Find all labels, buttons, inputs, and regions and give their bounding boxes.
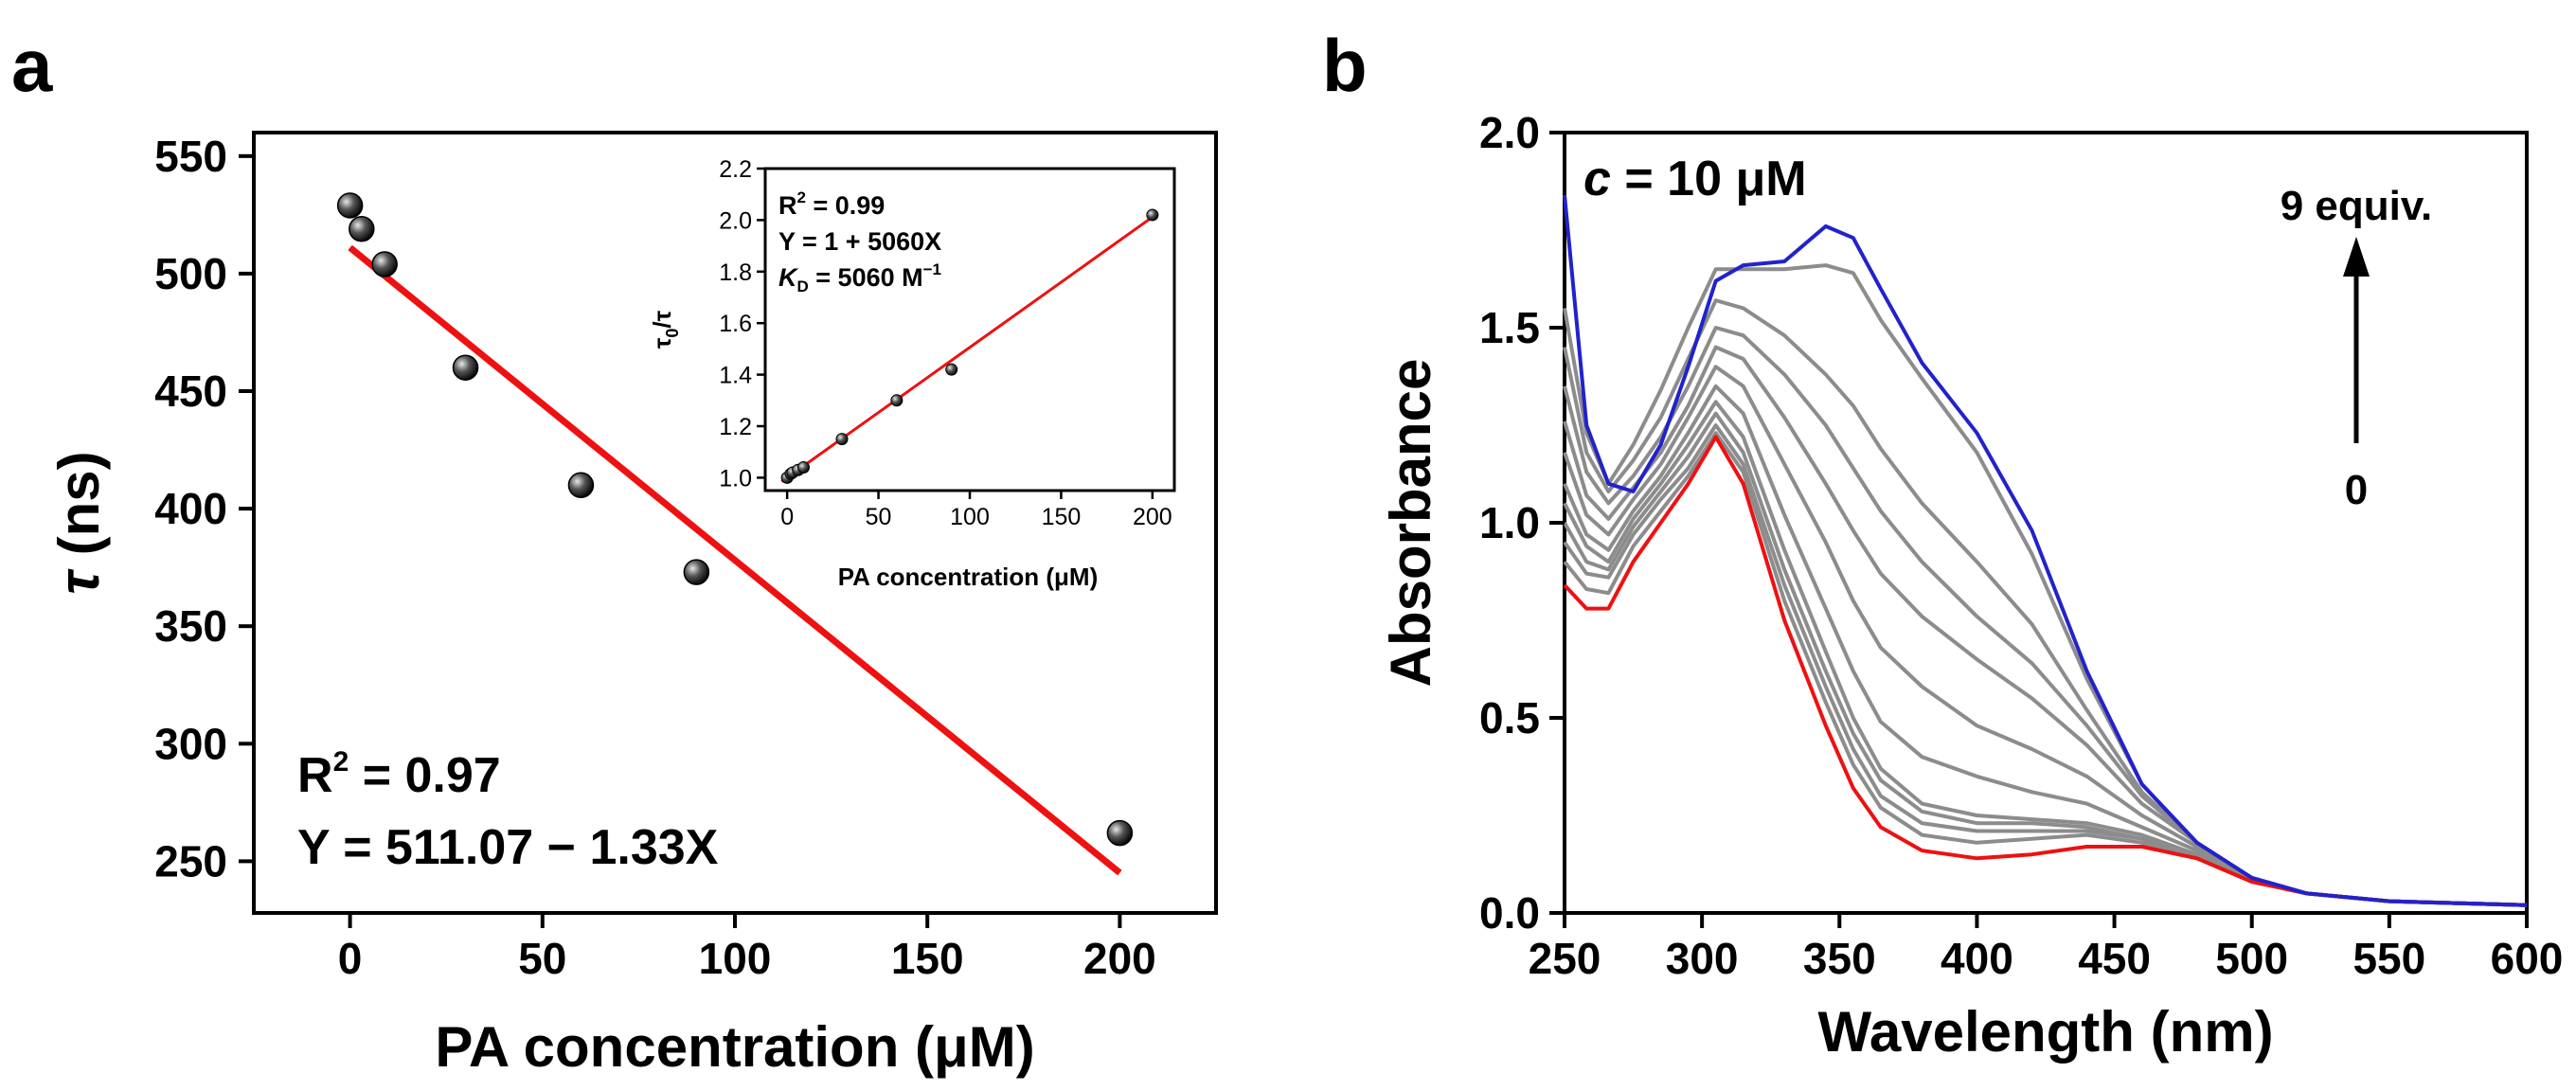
panel-a-x-axis-title: PA concentration (μM)	[435, 1015, 1034, 1079]
inset-data-point	[945, 363, 958, 376]
panel-a-data-point	[371, 251, 398, 277]
titration-arrow-head	[2343, 237, 2370, 277]
panel-a-data-point	[349, 216, 375, 242]
panel-b-x-tick-label: 300	[1666, 934, 1739, 983]
inset-y-tick-label: 2.0	[719, 207, 752, 234]
panel-a-data-point	[567, 472, 595, 499]
panel-a-x-tick-label: 50	[518, 934, 566, 983]
inset-x-tick-label: 100	[950, 504, 990, 530]
inset-kd-annotation: KD = 5060 M−1	[778, 260, 941, 295]
inset-y-tick-label: 1.2	[719, 414, 752, 440]
arrow-bottom-label: 0	[2345, 467, 2368, 513]
inset-data-point	[890, 394, 903, 407]
panel-a-y-tick-label: 300	[154, 719, 227, 768]
panel-b-y-tick-label: 2.0	[1479, 108, 1540, 157]
inset-data-point	[835, 433, 849, 446]
inset-x-tick-label: 50	[866, 504, 892, 530]
inset-x-tick-label: 0	[780, 504, 794, 530]
inset-y-tick-label: 1.6	[719, 311, 752, 337]
inset-equation-annotation: Y = 1 + 5060X	[778, 227, 941, 256]
absorbance-curve	[1563, 431, 2528, 907]
panel-b-y-tick-label: 1.5	[1479, 303, 1540, 352]
panel-a-y-tick-label: 250	[154, 836, 227, 885]
panel-a-data-point	[336, 192, 364, 219]
panel-a-x-tick-label: 100	[699, 934, 772, 983]
panel-a-data-point	[452, 354, 479, 381]
panel-a-x-tick-label: 150	[891, 934, 964, 983]
panel-a-y-tick-label: 550	[154, 132, 227, 181]
panel-a-x-tick-label: 0	[338, 934, 363, 983]
inset-y-tick-label: 1.8	[719, 259, 752, 286]
absorbance-curve	[1563, 194, 2528, 907]
panel-label-b: b	[1322, 24, 1368, 107]
panel-b-y-axis-title: Absorbance	[1379, 359, 1442, 688]
panel-b-x-tick-label: 250	[1529, 934, 1601, 983]
panel-b-x-tick-label: 350	[1803, 934, 1876, 983]
panel-b-concentration-label: c = 10 μM	[1583, 152, 1807, 206]
panel-a-r2-annotation: R2 = 0.97	[297, 746, 501, 803]
inset-y-tick-label: 1.4	[719, 363, 752, 389]
arrow-top-label: 9 equiv.	[2281, 183, 2433, 229]
panel-b-x-tick-label: 550	[2352, 934, 2425, 983]
panel-b-chart: 250 300 350 400 450 500 550 6000.00.51.01.52.0 …	[1379, 108, 2563, 1064]
panel-b-y-tick-label: 1.0	[1479, 498, 1540, 547]
inset-data-point	[797, 461, 810, 474]
panel-a-equation-annotation: Y = 511.07 − 1.33X	[297, 820, 719, 875]
panel-a-fit-line	[348, 244, 1122, 876]
panel-a-data-point	[1106, 819, 1134, 847]
inset-r2-annotation: R2 = 0.99	[778, 188, 885, 220]
panel-a-inset: 0 50 100 150 200 1.0 1.2 1.4 1.6 1.8 2.0 2.2 PA con…	[648, 156, 1176, 591]
panel-a-data-point	[683, 559, 710, 585]
panel-a-y-axis-title: τ (ns)	[47, 451, 111, 594]
panel-a-y-tick-label: 350	[154, 601, 227, 651]
inset-data-point	[1146, 208, 1159, 222]
inset-y-tick-label: 2.2	[719, 156, 752, 183]
panel-b-x-tick-label: 400	[1941, 934, 2013, 983]
inset-x-axis-title: PA concentration (μM)	[838, 563, 1098, 591]
panel-a-y-tick-label: 400	[154, 484, 227, 533]
panel-b-x-tick-label: 600	[2491, 934, 2564, 983]
inset-plot-frame	[763, 167, 1176, 492]
inset-y-tick-label: 1.0	[719, 465, 752, 492]
panel-a-y-tick-label: 500	[154, 249, 227, 298]
inset-y-axis-title: τ0/τ	[648, 310, 682, 349]
absorbance-curve	[1563, 423, 2528, 907]
panel-b-y-tick-label: 0.5	[1479, 693, 1540, 742]
panel-label-a: a	[11, 24, 53, 107]
panel-a-x-tick-label: 200	[1083, 934, 1156, 983]
absorbance-curve	[1563, 435, 2528, 907]
inset-x-tick-label: 200	[1133, 504, 1172, 530]
absorbance-curve	[1563, 298, 2528, 907]
inset-x-tick-label: 150	[1042, 504, 1082, 530]
panel-b-x-axis-title: Wavelength (nm)	[1817, 1000, 2273, 1064]
panel-b-x-tick-label: 500	[2215, 934, 2288, 983]
panel-b-x-tick-label: 450	[2078, 934, 2151, 983]
panel-b-y-tick-label: 0.0	[1479, 888, 1540, 938]
panel-a-y-tick-label: 450	[154, 367, 227, 416]
